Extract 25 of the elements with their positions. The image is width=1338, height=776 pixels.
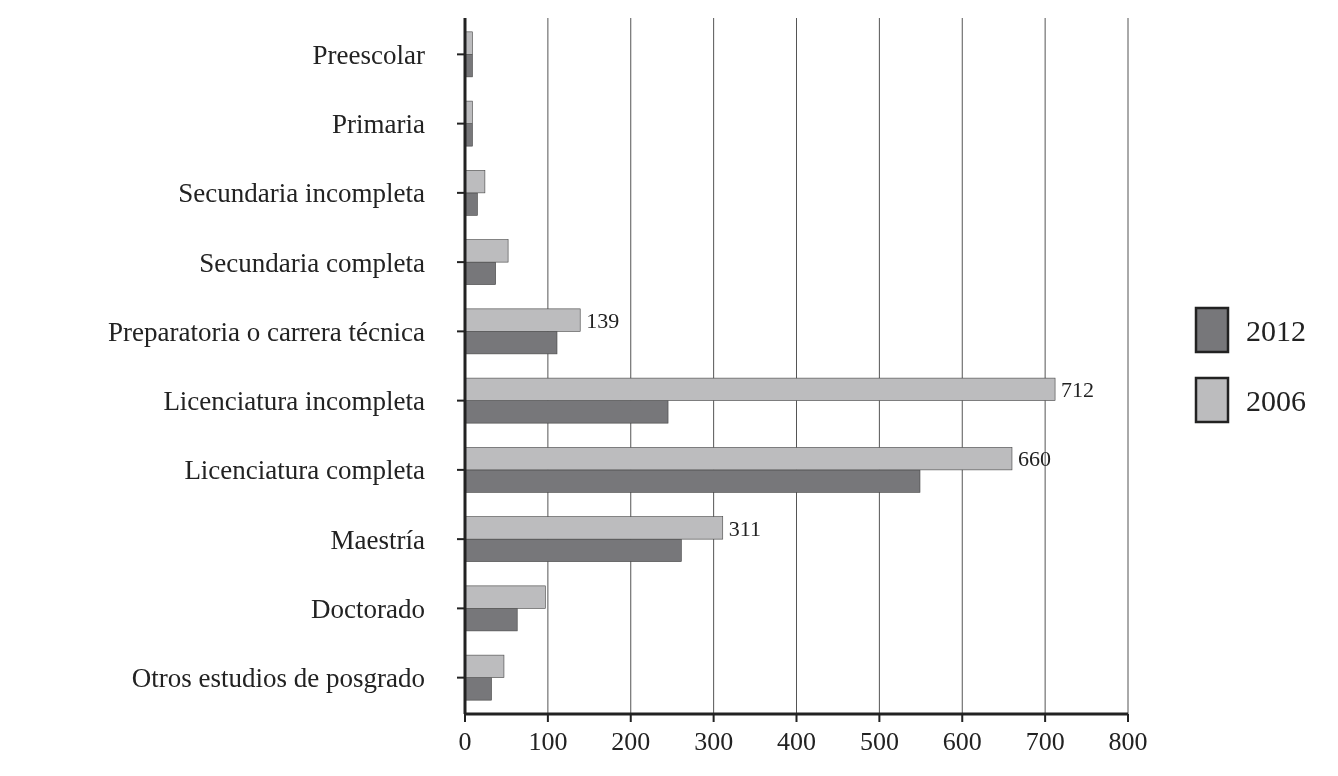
legend-label: 2012: [1246, 313, 1306, 347]
y-tick-label: Preescolar: [312, 39, 425, 70]
y-tick-label: Otros estudios de posgrado: [131, 663, 425, 694]
x-tick-label: 800: [1108, 727, 1148, 756]
y-tick-label: Maestría: [330, 524, 426, 555]
x-tick-label: 100: [528, 727, 568, 756]
data-label: 311: [728, 515, 761, 541]
y-tick-label: Preparatoria o carrera técnica: [107, 316, 426, 347]
x-tick-label: 300: [694, 727, 734, 756]
x-tick-label: 0: [458, 727, 472, 756]
data-label: 712: [1061, 377, 1095, 403]
y-tick-label: Primaria: [332, 109, 425, 140]
y-tick-label: Secundaria completa: [199, 247, 426, 278]
legend-label: 2006: [1246, 383, 1306, 417]
y-tick-label: Secundaria incompleta: [178, 178, 426, 209]
x-tick-label: 700: [1025, 727, 1065, 756]
y-tick-label: Doctorado: [311, 593, 425, 624]
x-tick-label: 200: [611, 727, 651, 756]
x-tick-label: 600: [942, 727, 982, 756]
y-tick-label: Licenciatura incompleta: [163, 386, 426, 417]
y-tick-label: Licenciatura completa: [184, 455, 425, 486]
x-tick-label: 500: [859, 727, 899, 756]
x-tick-label: 400: [777, 727, 816, 756]
data-label: 139: [586, 307, 620, 333]
data-label: 660: [1017, 446, 1051, 472]
